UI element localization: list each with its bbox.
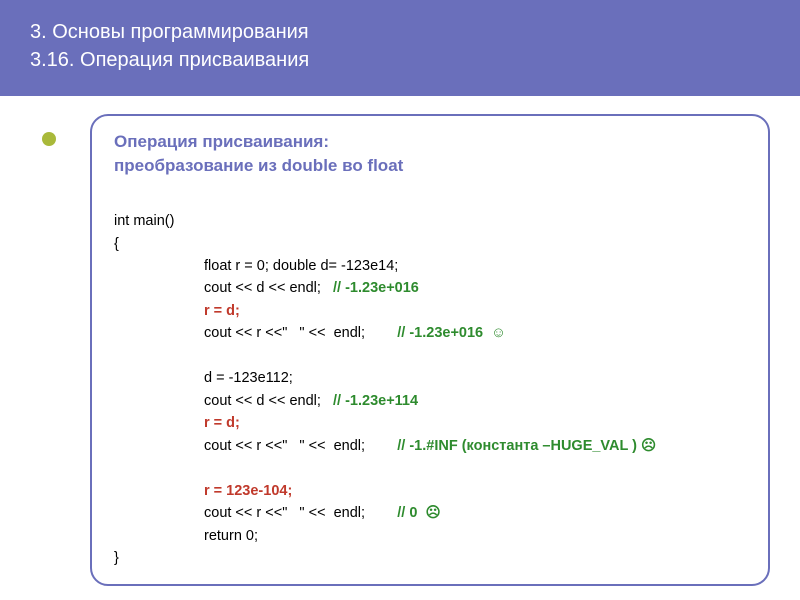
code-line: cout << r <<" " << endl; // -1.#INF (кон…: [114, 438, 656, 454]
code-line: r = d;: [114, 415, 240, 431]
subtitle: Операция присваивания: преобразование из…: [114, 130, 746, 178]
code-comment: // -1.23e+016 ☺: [397, 325, 506, 341]
code-text: cout << r <<" " << endl;: [204, 325, 397, 341]
code-line: cout << d << endl; // -1.23e+016: [114, 280, 419, 296]
code-block: int main() { float r = 0; double d= -123…: [114, 188, 746, 570]
subtitle-line-1: Операция присваивания:: [114, 130, 746, 154]
code-line: cout << d << endl; // -1.23e+114: [114, 393, 418, 409]
subtitle-line-2: преобразование из double во float: [114, 154, 746, 178]
code-text: cout << r <<" " << endl;: [204, 438, 397, 454]
code-line: return 0;: [114, 528, 258, 544]
code-comment: // -1.#INF (константа –HUGE_VAL ) ☹: [397, 438, 656, 454]
code-text: cout << d << endl;: [204, 280, 333, 296]
code-line: int main(): [114, 213, 174, 229]
content-box: Операция присваивания: преобразование из…: [90, 114, 770, 586]
code-line: }: [114, 550, 119, 566]
code-comment: // 0 ☹: [397, 505, 440, 521]
code-line: cout << r <<" " << endl; // -1.23e+016 ☺: [114, 325, 506, 341]
code-line: r = 123e-104;: [114, 483, 292, 499]
code-line: {: [114, 236, 119, 252]
code-line: r = d;: [114, 303, 240, 319]
code-line: cout << r <<" " << endl; // 0 ☹: [114, 505, 441, 521]
code-text: cout << d << endl;: [204, 393, 333, 409]
header-line-2: 3.16. Операция присваивания: [30, 46, 770, 74]
code-line: d = -123e112;: [114, 370, 293, 386]
code-comment: // -1.23e+016: [333, 280, 419, 296]
blank-line: [114, 460, 118, 476]
header-line-1: 3. Основы программирования: [30, 18, 770, 46]
slide-header: 3. Основы программирования 3.16. Операци…: [0, 0, 800, 96]
code-comment: // -1.23e+114: [333, 393, 418, 409]
code-text: cout << r <<" " << endl;: [204, 505, 397, 521]
blank-line: [114, 348, 118, 364]
bullet-icon: [42, 132, 56, 146]
code-line: float r = 0; double d= -123e14;: [114, 258, 398, 274]
